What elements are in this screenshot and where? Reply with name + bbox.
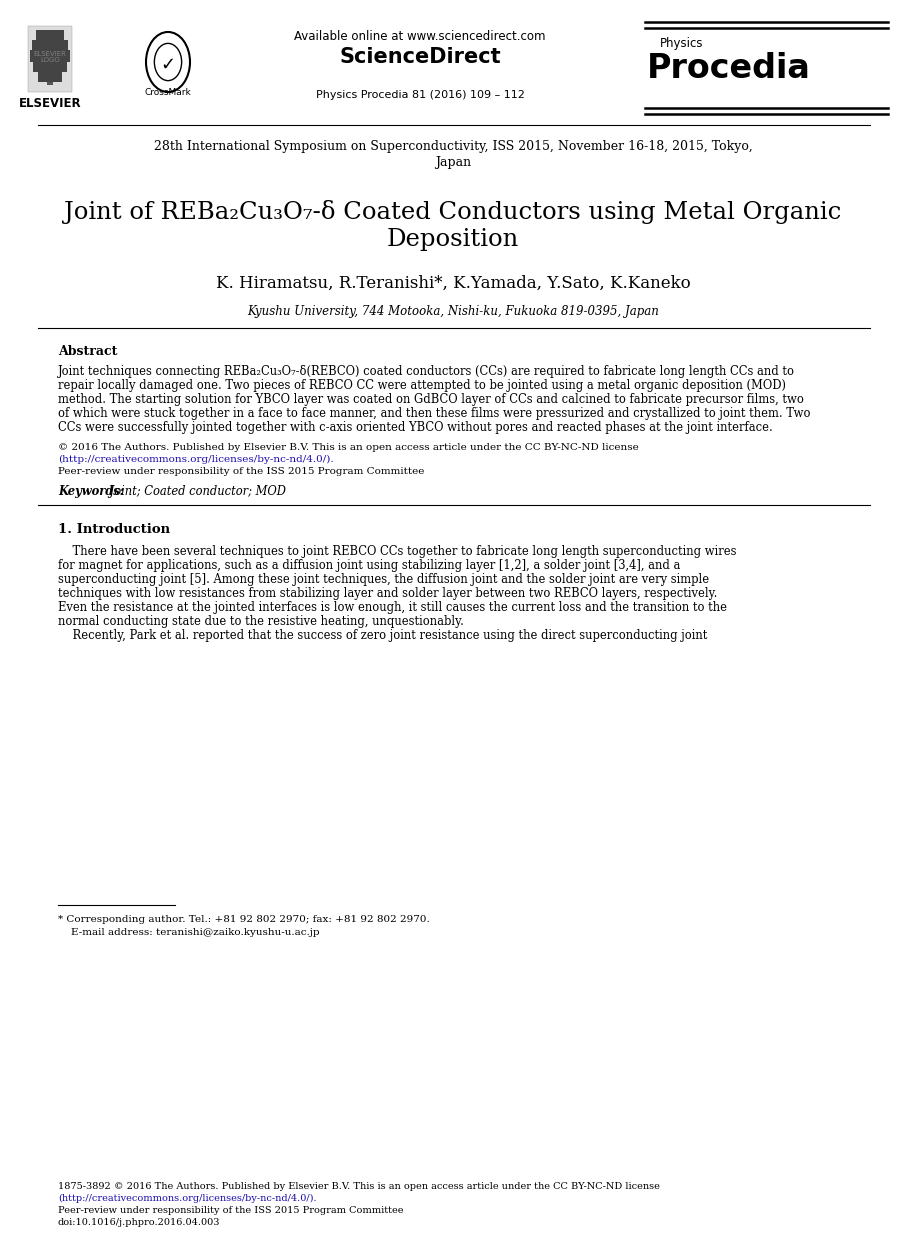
Text: Joint; Coated conductor; MOD: Joint; Coated conductor; MOD	[106, 485, 286, 498]
Text: Peer-review under responsibility of the ISS 2015 Program Committee: Peer-review under responsibility of the …	[58, 467, 424, 475]
Text: ELSEVIER
LOGO: ELSEVIER LOGO	[34, 51, 66, 63]
Bar	[30, 50, 70, 62]
Text: Even the resistance at the jointed interfaces is low enough, it still causes the: Even the resistance at the jointed inter…	[58, 600, 727, 614]
Text: Joint techniques connecting REBa₂Cu₃O₇-δ(REBCO) coated conductors (CCs) are requ: Joint techniques connecting REBa₂Cu₃O₇-δ…	[58, 365, 795, 378]
Text: superconducting joint [5]. Among these joint techniques, the diffusion joint and: superconducting joint [5]. Among these j…	[58, 573, 709, 586]
Text: normal conducting state due to the resistive heating, unquestionably.: normal conducting state due to the resis…	[58, 615, 463, 628]
Text: 1. Introduction: 1. Introduction	[58, 522, 171, 536]
Text: Peer-review under responsibility of the ISS 2015 Program Committee: Peer-review under responsibility of the …	[58, 1206, 404, 1214]
Text: techniques with low resistances from stabilizing layer and solder layer between : techniques with low resistances from sta…	[58, 587, 717, 600]
Text: ✓: ✓	[161, 56, 176, 74]
Text: There have been several techniques to joint REBCO CCs together to fabricate long: There have been several techniques to jo…	[58, 545, 736, 558]
Text: doi:10.1016/j.phpro.2016.04.003: doi:10.1016/j.phpro.2016.04.003	[58, 1218, 220, 1227]
Text: © 2016 The Authors. Published by Elsevier B.V. This is an open access article un: © 2016 The Authors. Published by Elsevie…	[58, 443, 639, 452]
Bar	[38, 71, 62, 82]
Text: Physics: Physics	[660, 37, 704, 50]
Text: E-mail address: teranishi@zaiko.kyushu-u.ac.jp: E-mail address: teranishi@zaiko.kyushu-u…	[58, 928, 319, 937]
Text: method. The starting solution for YBCO layer was coated on GdBCO layer of CCs an: method. The starting solution for YBCO l…	[58, 392, 804, 406]
Text: CrossMark: CrossMark	[144, 88, 191, 97]
Text: for magnet for applications, such as a diffusion joint using stabilizing layer [: for magnet for applications, such as a d…	[58, 560, 680, 572]
Text: Japan: Japan	[435, 156, 471, 170]
FancyBboxPatch shape	[28, 26, 72, 92]
Text: Keywords:: Keywords:	[58, 485, 124, 498]
Text: Available online at www.sciencedirect.com: Available online at www.sciencedirect.co…	[294, 30, 546, 43]
Text: 28th International Symposium on Superconductivity, ISS 2015, November 16-18, 201: 28th International Symposium on Supercon…	[153, 140, 753, 154]
Bar	[47, 68, 53, 85]
Text: CCs were successfully jointed together with c-axis oriented YBCO without pores a: CCs were successfully jointed together w…	[58, 421, 773, 435]
Text: Deposition: Deposition	[387, 228, 519, 251]
Text: 1875-3892 © 2016 The Authors. Published by Elsevier B.V. This is an open access : 1875-3892 © 2016 The Authors. Published …	[58, 1182, 660, 1191]
Text: (http://creativecommons.org/licenses/by-nc-nd/4.0/).: (http://creativecommons.org/licenses/by-…	[58, 1193, 317, 1203]
Text: ScienceDirect: ScienceDirect	[339, 47, 501, 67]
Text: Kyushu University, 744 Motooka, Nishi-ku, Fukuoka 819-0395, Japan: Kyushu University, 744 Motooka, Nishi-ku…	[247, 305, 659, 318]
Text: K. Hiramatsu, R.Teranishi*, K.Yamada, Y.Sato, K.Kaneko: K. Hiramatsu, R.Teranishi*, K.Yamada, Y.…	[216, 275, 690, 292]
Bar	[32, 40, 68, 50]
Text: Procedia: Procedia	[647, 52, 811, 85]
Text: ELSEVIER: ELSEVIER	[19, 97, 82, 110]
Bar	[36, 30, 64, 40]
Text: (http://creativecommons.org/licenses/by-nc-nd/4.0/).: (http://creativecommons.org/licenses/by-…	[58, 456, 334, 464]
Text: Abstract: Abstract	[58, 345, 117, 358]
Text: Joint of REBa₂Cu₃O₇-δ Coated Conductors using Metal Organic: Joint of REBa₂Cu₃O₇-δ Coated Conductors …	[64, 201, 842, 224]
Bar	[33, 59, 67, 72]
Text: Recently, Park et al. reported that the success of zero joint resistance using t: Recently, Park et al. reported that the …	[58, 629, 707, 643]
Text: * Corresponding author. Tel.: +81 92 802 2970; fax: +81 92 802 2970.: * Corresponding author. Tel.: +81 92 802…	[58, 915, 430, 924]
Text: Physics Procedia 81 (2016) 109 – 112: Physics Procedia 81 (2016) 109 – 112	[316, 90, 524, 100]
Text: repair locally damaged one. Two pieces of REBCO CC were attempted to be jointed : repair locally damaged one. Two pieces o…	[58, 379, 786, 392]
Text: of which were stuck together in a face to face manner, and then these films were: of which were stuck together in a face t…	[58, 407, 811, 420]
